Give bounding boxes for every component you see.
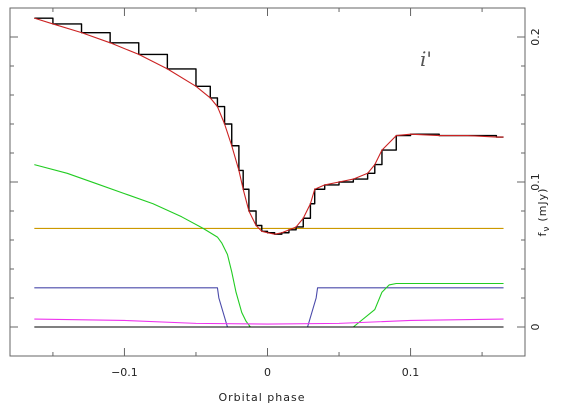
series-secondary	[34, 318, 504, 325]
y-axis-label-units: (mJy)	[536, 188, 549, 222]
series-bright-spot	[34, 164, 504, 328]
series-white-dwarf	[34, 287, 504, 328]
plot-frame	[9, 7, 526, 357]
x-tick-label: 0.1	[402, 366, 420, 379]
series-layer	[34, 17, 504, 328]
y-axis-label: fν (mJy)	[536, 188, 552, 237]
x-axis-label: Orbital phase	[218, 391, 305, 404]
y-tick-label: 0.2	[529, 28, 542, 46]
axis-ticks	[10, 7, 525, 357]
y-axis-label-symbol: f	[536, 231, 549, 236]
y-axis-label-subscript: ν	[542, 226, 552, 232]
x-tick-label: 0	[264, 366, 271, 379]
axis-tick-labels: −0.1 0 0.1 0 0.1 0.2	[111, 28, 542, 379]
band-label: i'	[420, 47, 432, 71]
series-data	[34, 17, 504, 235]
series-model-total	[34, 17, 504, 235]
x-tick-label: −0.1	[111, 366, 138, 379]
y-tick-label: 0.1	[529, 173, 542, 191]
y-tick-label: 0	[529, 324, 542, 331]
